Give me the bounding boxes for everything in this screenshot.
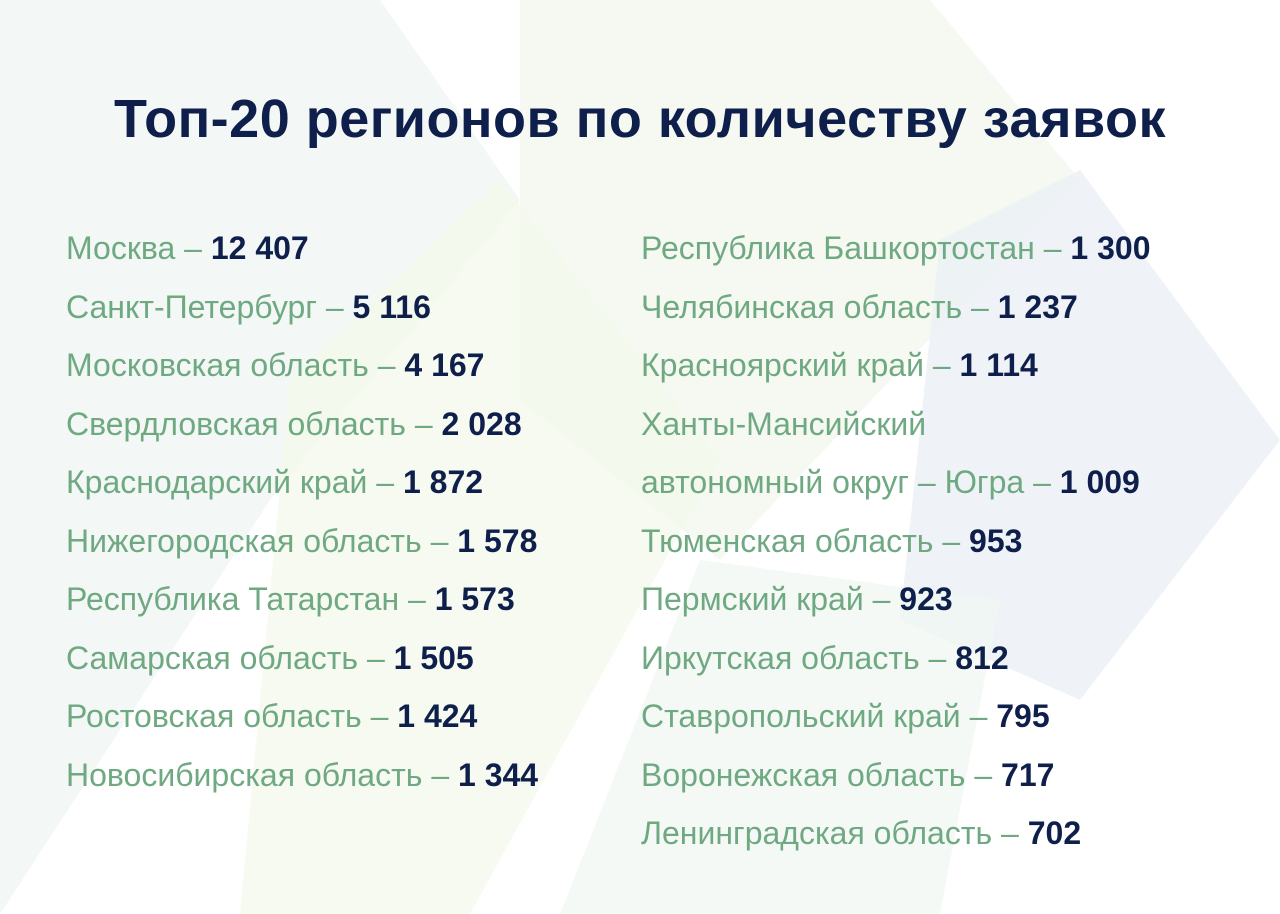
region-name: Воронежская область	[641, 756, 966, 793]
request-count: 1 237	[997, 288, 1078, 325]
region-name: Ленинградская область	[641, 815, 993, 851]
separator: –	[408, 581, 426, 617]
list-item: Санкт-Петербург – 5 116	[66, 281, 538, 340]
separator: –	[872, 581, 891, 617]
column: Республика Башкортостан – 1 300 Челябинск…	[641, 222, 1150, 866]
list-item: Московская область – 4 167	[66, 339, 538, 398]
list-item: Новосибирская область – 1 344	[66, 749, 538, 808]
list-item: Нижегородская область – 1 578	[66, 515, 538, 574]
request-count: 1 300	[1070, 230, 1151, 266]
request-count: 5 116	[352, 288, 431, 325]
request-count: 1 573	[434, 581, 515, 617]
region-name: Красноярский край	[641, 347, 924, 383]
list-item: Республика Татарстан – 1 573	[66, 573, 538, 632]
separator: –	[932, 347, 951, 383]
list-item: Ростовская область – 1 424	[66, 690, 538, 749]
region-name: Республика Татарстан	[66, 581, 400, 617]
request-count: 1 424	[397, 698, 478, 734]
region-name: Тюменская область	[641, 522, 934, 559]
separator: –	[971, 288, 989, 325]
list-item: Челябинская область – 1 237	[641, 281, 1150, 340]
request-count: 1 009	[1059, 464, 1140, 500]
request-count: 702	[1027, 815, 1082, 851]
region-name: Московская область	[66, 347, 369, 383]
separator: –	[1043, 230, 1062, 266]
request-count: 717	[1001, 756, 1055, 793]
separator: –	[366, 639, 385, 676]
list-item: Тюменская область – 953	[641, 515, 1150, 574]
separator: –	[974, 756, 993, 793]
separator: –	[431, 756, 450, 793]
list-item: Республика Башкортостан – 1 300	[641, 222, 1150, 281]
region-name: Республика Башкортостан	[641, 230, 1035, 266]
region-name: Челябинская область	[641, 288, 963, 325]
region-name: Иркутская область	[641, 639, 920, 676]
region-name: Ханты-Мансийский	[641, 405, 927, 442]
request-count: 953	[969, 522, 1023, 559]
request-count: 1 344	[458, 756, 539, 793]
separator: –	[377, 347, 396, 383]
request-count: 812	[955, 639, 1009, 676]
separator: –	[414, 405, 433, 442]
separator: –	[376, 464, 395, 500]
list-item: Иркутская область – 812	[641, 632, 1150, 691]
list-item: Пермский край – 923	[641, 573, 1150, 632]
request-count: 1 114	[959, 347, 1038, 383]
request-count: 1 505	[393, 639, 474, 676]
request-count: 1 872	[402, 464, 484, 500]
request-count: 12 407	[210, 230, 309, 266]
region-name: Краснодарский край	[66, 464, 368, 500]
request-count: 1 578	[457, 522, 538, 559]
separator: –	[370, 698, 389, 734]
region-name: Новосибирская область	[66, 756, 423, 793]
region-name: Санкт-Петербург	[66, 288, 317, 325]
list-item: Красноярский край – 1 114	[641, 339, 1150, 398]
list-item: Свердловская область – 2 028	[66, 398, 538, 457]
request-count: 923	[899, 581, 953, 617]
request-count: 2 028	[441, 405, 522, 442]
region-name: Пермский край	[641, 581, 864, 617]
separator: –	[184, 230, 202, 266]
region-name: Ростовская область	[66, 698, 362, 734]
region-name: Ставропольский край	[641, 698, 961, 734]
separator: –	[1033, 464, 1051, 500]
separator: –	[1001, 815, 1019, 851]
list-item: Самарская область – 1 505	[66, 632, 538, 691]
region-name: Самарская область	[66, 639, 359, 676]
list-item: Воронежская область – 717	[641, 749, 1150, 808]
list-item: Ставропольский край – 795	[641, 690, 1150, 749]
separator: –	[928, 639, 947, 676]
region-name: Нижегородская область	[66, 522, 422, 559]
separator: –	[942, 522, 961, 559]
column: Москва – 12 407 Санкт-Петербург – 5 116 Мо…	[66, 222, 538, 807]
list-item: автономный округ – Югра – 1 009	[641, 456, 1150, 515]
title: Топ-20 регионов по количеству заявок	[114, 89, 1166, 149]
request-count: 4 167	[404, 347, 485, 383]
list-item: Ханты-Мансийский	[641, 398, 1150, 457]
list-item: Москва – 12 407	[66, 222, 538, 281]
list-item: Ленинградская область – 702	[641, 807, 1150, 866]
separator: –	[969, 698, 988, 734]
region-name: Свердловская область	[66, 405, 406, 442]
separator: –	[325, 288, 344, 325]
list-item: Краснодарский край – 1 872	[66, 456, 538, 515]
region-name: Москва	[66, 230, 176, 266]
separator: –	[430, 522, 449, 559]
request-count: 795	[996, 698, 1050, 734]
region-name: автономный округ – Югра	[641, 464, 1025, 500]
